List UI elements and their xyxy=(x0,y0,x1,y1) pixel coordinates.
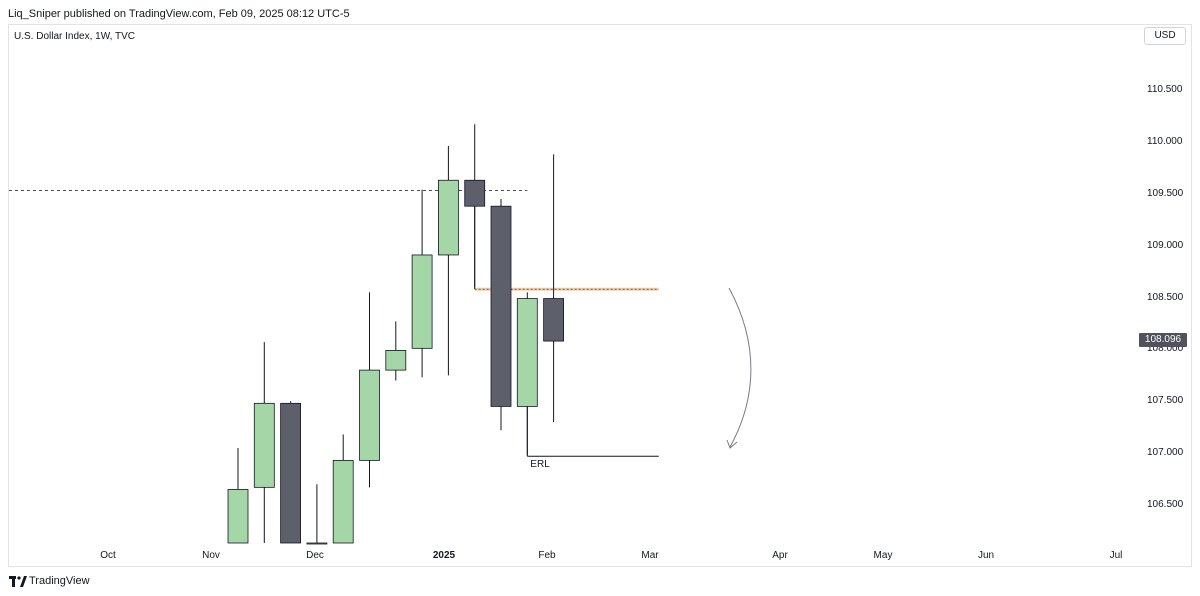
price-tick-label: 108.000 xyxy=(1147,343,1184,355)
candle-down xyxy=(464,179,486,207)
price-tick-label: 109.500 xyxy=(1147,187,1184,199)
candle-up xyxy=(411,254,433,349)
erl-label: ERL xyxy=(530,459,550,470)
candles xyxy=(227,124,564,545)
projection-arrow-head xyxy=(726,439,738,449)
candle-up xyxy=(385,350,407,371)
time-tick-label: Dec xyxy=(306,550,324,561)
chart-frame[interactable] xyxy=(8,24,1192,567)
publish-header: Liq_Sniper published on TradingView.com,… xyxy=(0,0,1200,24)
price-tick-label: 107.000 xyxy=(1147,447,1184,459)
time-tick-label: Feb xyxy=(538,550,556,561)
price-tick-label: 107.500 xyxy=(1147,395,1184,407)
price-tick-label: 110.000 xyxy=(1147,135,1183,147)
price-tick-label: 109.000 xyxy=(1147,239,1184,251)
candle-up xyxy=(359,369,380,461)
time-tick-label: Mar xyxy=(641,550,659,561)
tradingview-brand: TradingView xyxy=(29,575,90,587)
candle-down xyxy=(543,298,564,342)
candle-up xyxy=(253,402,275,488)
symbol-title[interactable]: U.S. Dollar Index, 1W, TVC xyxy=(14,31,135,42)
time-tick-label: Jun xyxy=(977,550,995,561)
candle-up xyxy=(437,179,459,256)
tradingview-logo-icon xyxy=(9,576,27,587)
time-tick-label: Oct xyxy=(100,550,116,561)
time-tick-label: Nov xyxy=(202,550,220,561)
candle-up xyxy=(306,542,328,545)
price-tick-label: 108.500 xyxy=(1147,291,1184,303)
time-tick-label: Apr xyxy=(772,550,788,561)
candle-down xyxy=(280,402,302,544)
candle-up xyxy=(516,298,538,407)
publish-info: Liq_Sniper published on TradingView.com,… xyxy=(8,8,350,20)
candle-down xyxy=(490,205,512,407)
candle-up xyxy=(227,489,249,544)
candle-up xyxy=(332,459,354,544)
projection-arrow-curve xyxy=(728,287,752,448)
price-tick-label: 110.500 xyxy=(1147,84,1183,95)
time-tick-label: 2025 xyxy=(432,550,456,561)
last-price-label: 108.096 xyxy=(1139,333,1187,347)
currency-button[interactable]: USD xyxy=(1144,27,1186,45)
price-tick-label: 106.500 xyxy=(1147,499,1184,510)
time-tick-label: Jul xyxy=(1109,550,1123,561)
time-tick-label: May xyxy=(873,550,893,561)
